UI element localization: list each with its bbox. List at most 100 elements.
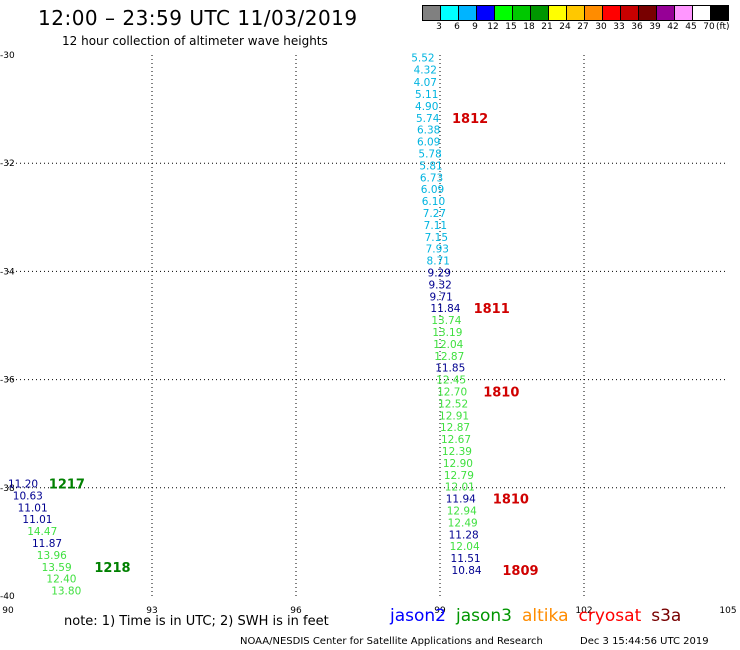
legend-item-altika: altika — [522, 606, 569, 626]
wave-height-value: 12.52 — [438, 398, 468, 410]
map-title: 12:00 – 23:59 UTC 11/03/2019 — [38, 6, 358, 30]
wave-height-value: 12.04 — [450, 541, 480, 553]
colorbar-label: 36 — [631, 22, 643, 32]
wave-height-value: 12.40 — [46, 574, 76, 586]
colorbar-swatch — [710, 5, 729, 21]
wave-height-value: 12.70 — [437, 387, 467, 399]
wave-height-value: 11.84 — [430, 303, 460, 315]
lon-tick-label: 90 — [2, 606, 14, 616]
colorbar-label: 39 — [649, 22, 661, 32]
legend-item-cryosat: cryosat — [578, 606, 642, 626]
wave-height-value: 6.09 — [417, 137, 440, 149]
wave-height-value: 11.85 — [435, 363, 465, 375]
wave-height-value: 5.11 — [415, 89, 438, 101]
colorbar-label: 15 — [505, 22, 517, 32]
lon-tick-label: 93 — [146, 606, 157, 616]
lat-tick-label: -34 — [0, 267, 15, 277]
lat-tick-label: -30 — [0, 51, 15, 61]
footer-timestamp: Dec 3 15:44:56 UTC 2019 — [580, 636, 709, 647]
satellite-pass-label: 1812 — [452, 112, 488, 127]
wave-height-value: 9.32 — [428, 279, 451, 291]
satellite-pass-label: 1810 — [483, 386, 519, 401]
lon-tick-label: 102 — [575, 606, 592, 616]
wave-height-value: 13.80 — [51, 586, 81, 598]
wave-height-value: 13.96 — [37, 550, 67, 562]
wave-height-value: 7.27 — [423, 208, 446, 220]
wave-height-value: 12.01 — [445, 482, 475, 494]
lat-tick-label: -38 — [0, 484, 15, 494]
wave-height-value: 12.90 — [443, 458, 473, 470]
wave-height-value: 6.38 — [417, 125, 440, 137]
colorbar-units: (ft) — [716, 22, 730, 32]
wave-height-value: 12.39 — [442, 446, 472, 458]
colorbar-label: 42 — [667, 22, 679, 32]
legend-item-jason3: jason3 — [456, 606, 512, 626]
colorbar-label: 27 — [577, 22, 589, 32]
wave-height-value: 12.91 — [439, 410, 469, 422]
wave-height-value: 4.90 — [415, 101, 438, 113]
wave-height-value: 11.01 — [22, 514, 52, 526]
wave-height-colorbar — [422, 5, 729, 21]
wave-height-value: 5.78 — [418, 148, 441, 160]
wave-height-value: 11.51 — [451, 553, 481, 565]
wave-height-value: 14.47 — [27, 526, 57, 538]
satellite-legend: jason2 jason3 altika cryosat s3a — [390, 606, 681, 626]
colorbar-label: 18 — [523, 22, 535, 32]
wave-height-value: 11.87 — [32, 538, 62, 550]
lon-tick-label: 99 — [434, 606, 446, 616]
wave-height-value: 6.10 — [422, 196, 445, 208]
wave-height-value: 10.84 — [452, 565, 482, 577]
legend-item-jason2: jason2 — [390, 606, 446, 626]
colorbar-label: 24 — [559, 22, 571, 32]
satellite-pass-label: 1217 — [49, 477, 85, 492]
wave-height-value: 13.59 — [42, 562, 72, 574]
legend-item-s3a: s3a — [651, 606, 682, 626]
colorbar-label: 21 — [541, 22, 553, 32]
colorbar-label: 30 — [595, 22, 607, 32]
wave-height-value: 7.15 — [425, 232, 448, 244]
colorbar-labels: 3 6 9 12 15 18 21 24 27 30 33 36 39 42 45 70 — [422, 22, 740, 34]
wave-height-value: 7.93 — [426, 244, 449, 256]
wave-height-value: 12.04 — [433, 339, 463, 351]
wave-height-value: 5.74 — [416, 113, 440, 125]
wave-height-value: 10.63 — [13, 490, 43, 502]
lon-tick-label: 105 — [719, 606, 736, 616]
wave-height-value: 11.20 — [8, 478, 38, 490]
wave-height-value: 5.81 — [419, 160, 442, 172]
colorbar-label: 6 — [454, 22, 460, 32]
colorbar-label: 9 — [472, 22, 478, 32]
wave-height-value: 12.67 — [441, 434, 471, 446]
wave-height-value: 13.74 — [431, 315, 461, 327]
colorbar-label: 45 — [685, 22, 697, 32]
note-text: note: 1) Time is in UTC; 2) SWH is in fe… — [64, 614, 329, 629]
colorbar-label: 70 — [703, 22, 715, 32]
wave-height-value: 6.09 — [421, 184, 444, 196]
wave-height-value: 12.87 — [440, 422, 470, 434]
wave-height-value: 12.49 — [448, 517, 478, 529]
colorbar-label: 12 — [487, 22, 499, 32]
wave-height-value: 5.52 — [411, 53, 434, 65]
map-subtitle: 12 hour collection of altimeter wave hei… — [62, 34, 328, 48]
wave-height-value: 11.94 — [446, 494, 476, 506]
wave-height-value: 4.07 — [414, 77, 437, 89]
wave-height-value: 9.29 — [428, 267, 451, 279]
satellite-pass-label: 1810 — [493, 493, 529, 508]
wave-height-value: 11.28 — [449, 529, 479, 541]
wave-height-value: 9.71 — [429, 291, 452, 303]
wave-height-value: 11.01 — [18, 502, 48, 514]
colorbar-label: 33 — [613, 22, 625, 32]
satellite-pass-label: 1811 — [474, 302, 510, 317]
wave-height-value: 13.19 — [432, 327, 462, 339]
wave-height-value: 4.32 — [414, 65, 437, 77]
wave-height-value: 8.71 — [427, 256, 450, 268]
wave-height-value: 12.87 — [434, 351, 464, 363]
lon-tick-label: 96 — [290, 606, 302, 616]
footer-credit: NOAA/NESDIS Center for Satellite Applica… — [240, 636, 543, 647]
lat-tick-label: -32 — [0, 159, 15, 169]
wave-height-value: 12.94 — [447, 506, 477, 518]
wave-height-value: 7.11 — [424, 220, 447, 232]
satellite-pass-label: 1218 — [94, 561, 130, 576]
lat-tick-label: -36 — [0, 376, 15, 386]
satellite-pass-label: 1809 — [502, 564, 538, 579]
